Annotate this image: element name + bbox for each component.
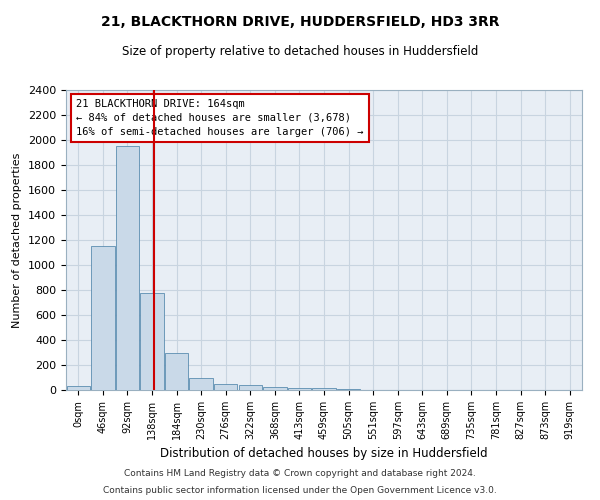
Bar [140,293,164,390]
Bar [337,389,360,390]
Bar [313,388,335,390]
Text: Contains public sector information licensed under the Open Government Licence v3: Contains public sector information licen… [103,486,497,495]
Bar [165,352,188,390]
Bar [288,388,311,390]
X-axis label: Distribution of detached houses by size in Huddersfield: Distribution of detached houses by size … [160,448,488,460]
Y-axis label: Number of detached properties: Number of detached properties [13,152,22,328]
Text: 21, BLACKTHORN DRIVE, HUDDERSFIELD, HD3 3RR: 21, BLACKTHORN DRIVE, HUDDERSFIELD, HD3 … [101,15,499,29]
Bar [214,384,238,390]
Bar [67,386,90,390]
Text: Size of property relative to detached houses in Huddersfield: Size of property relative to detached ho… [122,45,478,58]
Text: 21 BLACKTHORN DRIVE: 164sqm
← 84% of detached houses are smaller (3,678)
16% of : 21 BLACKTHORN DRIVE: 164sqm ← 84% of det… [76,99,364,137]
Bar [263,387,287,390]
Bar [116,146,139,390]
Bar [91,246,115,390]
Bar [190,378,213,390]
Bar [239,385,262,390]
Text: Contains HM Land Registry data © Crown copyright and database right 2024.: Contains HM Land Registry data © Crown c… [124,468,476,477]
